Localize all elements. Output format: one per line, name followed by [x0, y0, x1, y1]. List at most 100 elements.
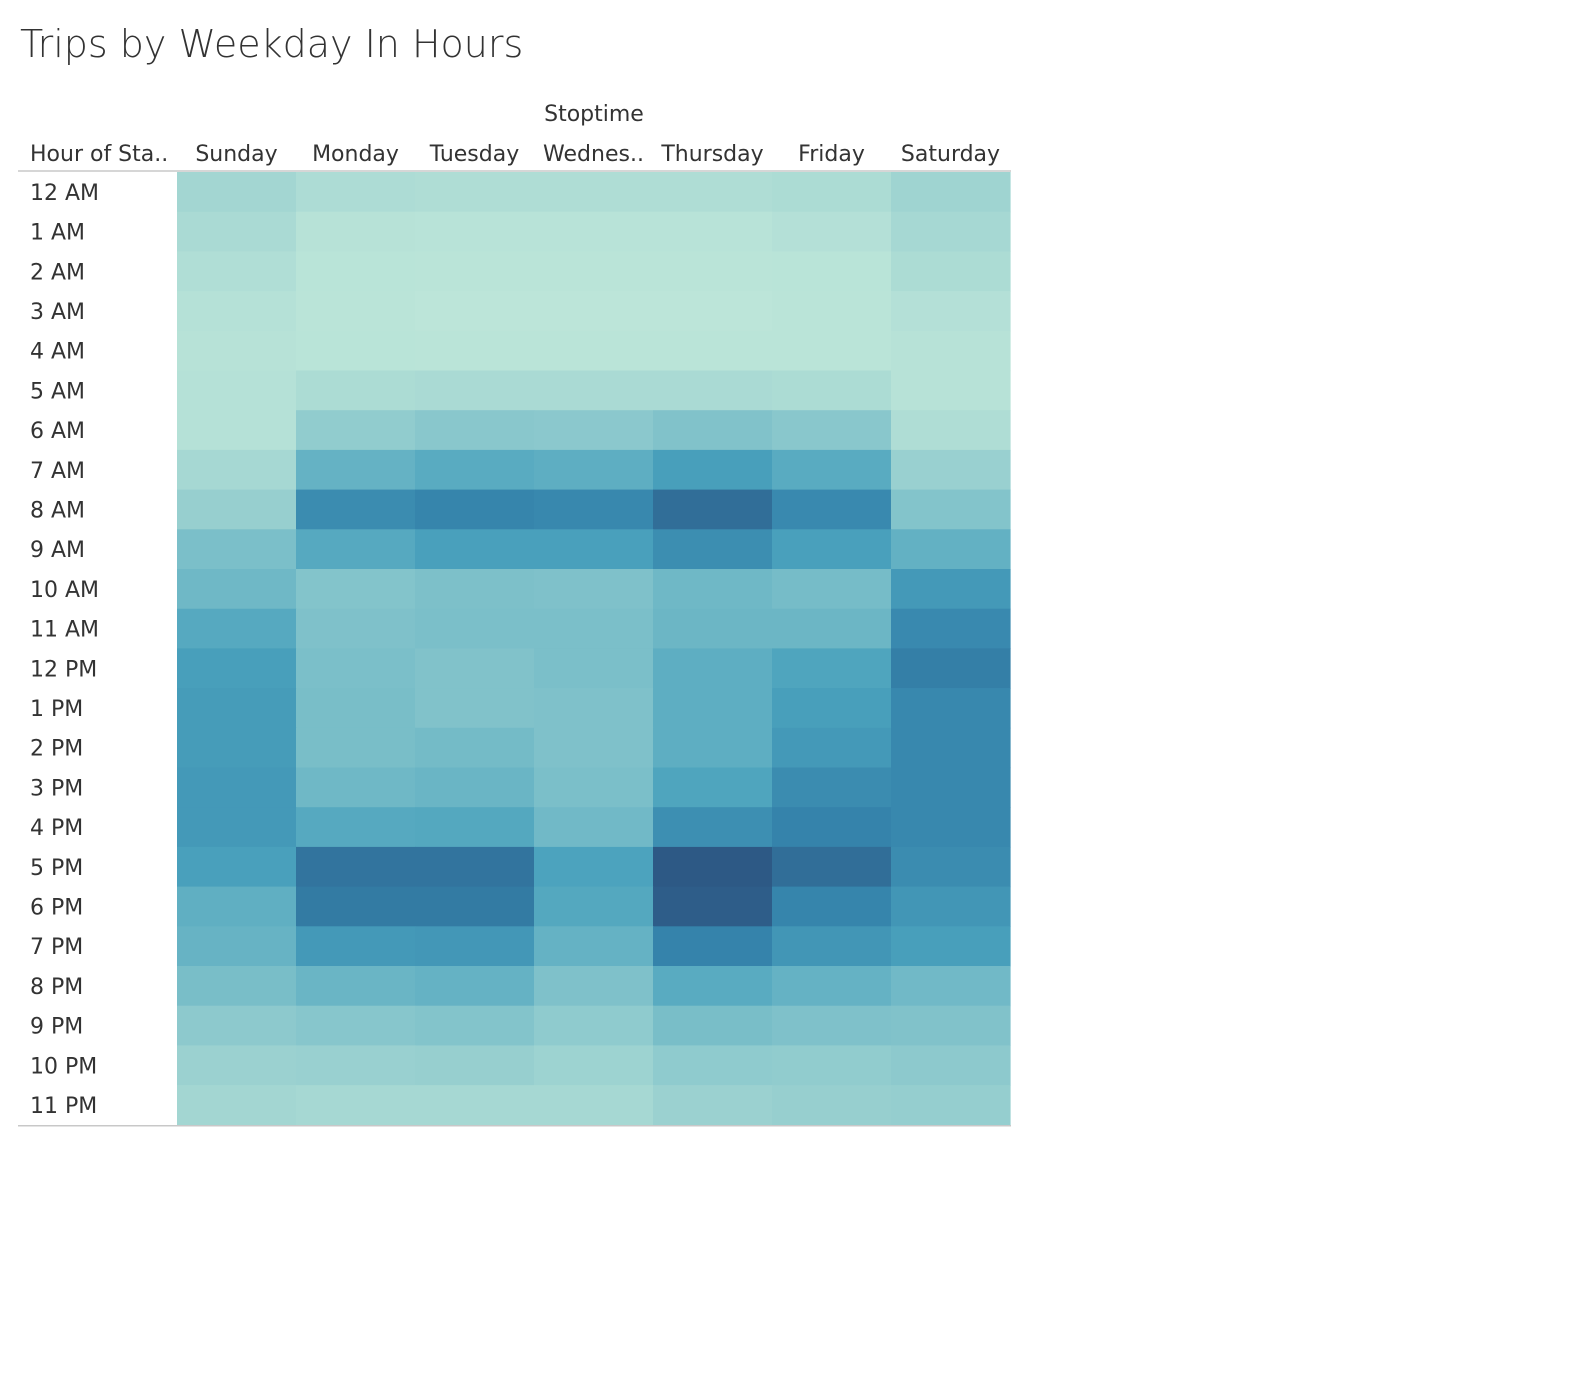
- heatmap-cell: [296, 529, 416, 570]
- heatmap-cell: [653, 727, 773, 769]
- heatmap-cell: [534, 569, 654, 610]
- heatmap-cell: [177, 489, 297, 530]
- heatmap-cell: [296, 1085, 416, 1126]
- heatmap-cell: [534, 211, 654, 252]
- heatmap-cell: [415, 767, 535, 808]
- row-label: 6 AM: [30, 419, 85, 444]
- heatmap-cell: [772, 251, 892, 292]
- heatmap-cell: [772, 727, 892, 769]
- heatmap-cell: [177, 608, 297, 649]
- heatmap-cell: [891, 251, 1011, 292]
- heatmap-cell: [177, 569, 297, 610]
- column-header: Sunday: [195, 142, 277, 167]
- heatmap-cell: [415, 608, 535, 649]
- heatmap-cell: [177, 251, 297, 292]
- heatmap-cell: [534, 1085, 654, 1126]
- heatmap-cell: [891, 886, 1011, 927]
- heatmap-cell: [296, 489, 416, 530]
- heatmap-cell: [415, 846, 535, 888]
- heatmap-cell: [415, 966, 535, 1007]
- heatmap-cell: [534, 727, 654, 769]
- heatmap-cell: [415, 251, 535, 292]
- heatmap-cell: [891, 569, 1011, 610]
- heatmap-cell: [534, 1045, 654, 1086]
- heatmap-cells: [177, 172, 1011, 1126]
- heatmap-cell: [177, 807, 297, 848]
- dividers: [18, 170, 1011, 1127]
- heatmap-cell: [653, 410, 773, 451]
- heatmap-cell: [296, 410, 416, 451]
- row-label: 1 AM: [30, 221, 85, 246]
- row-label: 12 PM: [30, 657, 97, 682]
- heatmap-cell: [772, 449, 892, 491]
- heatmap-cell: [891, 449, 1011, 491]
- heatmap-cell: [177, 410, 297, 451]
- heatmap-cell: [296, 886, 416, 927]
- heatmap-cell: [534, 767, 654, 808]
- heatmap-cell: [891, 1005, 1011, 1046]
- row-label: 5 PM: [30, 856, 83, 881]
- heatmap-cell: [415, 529, 535, 570]
- heatmap-cell: [177, 370, 297, 411]
- heatmap-cell: [296, 370, 416, 411]
- heatmap-cell: [891, 211, 1011, 252]
- heatmap-cell: [891, 648, 1011, 689]
- heatmap-cell: [296, 449, 416, 491]
- heatmap-cell: [534, 410, 654, 451]
- heatmap-cell: [177, 1005, 297, 1046]
- heatmap-cell: [772, 1045, 892, 1086]
- row-label: 3 PM: [30, 776, 83, 801]
- column-header: Saturday: [901, 142, 1000, 167]
- heatmap-cell: [653, 291, 773, 332]
- heatmap-cell: [534, 688, 654, 729]
- heatmap-cell: [296, 211, 416, 252]
- heatmap-cell: [534, 529, 654, 570]
- heatmap-cell: [891, 846, 1011, 888]
- column-header: Tuesday: [429, 142, 520, 167]
- row-label: 11 PM: [30, 1094, 97, 1119]
- heatmap-cell: [891, 1045, 1011, 1086]
- heatmap-cell: [296, 807, 416, 848]
- heatmap-cell: [177, 211, 297, 252]
- heatmap-cell: [772, 569, 892, 610]
- heatmap-cell: [534, 330, 654, 372]
- heatmap-cell: [296, 727, 416, 769]
- row-label: 10 AM: [30, 578, 99, 603]
- row-label: 8 AM: [30, 498, 85, 523]
- heatmap-cell: [653, 251, 773, 292]
- heatmap-cell: [891, 767, 1011, 808]
- heatmap-cell: [177, 688, 297, 729]
- row-label: 7 PM: [30, 935, 83, 960]
- heatmap-cell: [653, 330, 773, 372]
- row-label: 9 AM: [30, 538, 85, 563]
- column-header: Thursday: [660, 142, 763, 167]
- row-label: 8 PM: [30, 975, 83, 1000]
- heatmap-cell: [653, 608, 773, 649]
- row-label: 1 PM: [30, 697, 83, 722]
- heatmap-cell: [653, 211, 773, 252]
- row-label: 4 PM: [30, 816, 83, 841]
- heatmap-cell: [891, 410, 1011, 451]
- heatmap-cell: [415, 1085, 535, 1126]
- heatmap-cell: [772, 211, 892, 252]
- heatmap-cell: [653, 172, 773, 213]
- heatmap-cell: [296, 1045, 416, 1086]
- heatmap-cell: [772, 608, 892, 649]
- heatmap-cell: [415, 370, 535, 411]
- heatmap-cell: [296, 330, 416, 372]
- heatmap-cell: [177, 1085, 297, 1126]
- heatmap-cell: [177, 330, 297, 372]
- row-label: 11 AM: [30, 618, 99, 643]
- heatmap-cell: [653, 966, 773, 1007]
- heatmap-cell: [296, 767, 416, 808]
- row-label: 10 PM: [30, 1054, 97, 1079]
- heatmap-cell: [653, 569, 773, 610]
- heatmap-cell: [772, 529, 892, 570]
- heatmap-cell: [534, 608, 654, 649]
- row-label: 9 PM: [30, 1015, 83, 1040]
- column-header: Monday: [312, 142, 399, 167]
- heatmap-cell: [415, 211, 535, 252]
- heatmap-cell: [891, 1085, 1011, 1126]
- heatmap-cell: [772, 767, 892, 808]
- heatmap-cell: [177, 926, 297, 967]
